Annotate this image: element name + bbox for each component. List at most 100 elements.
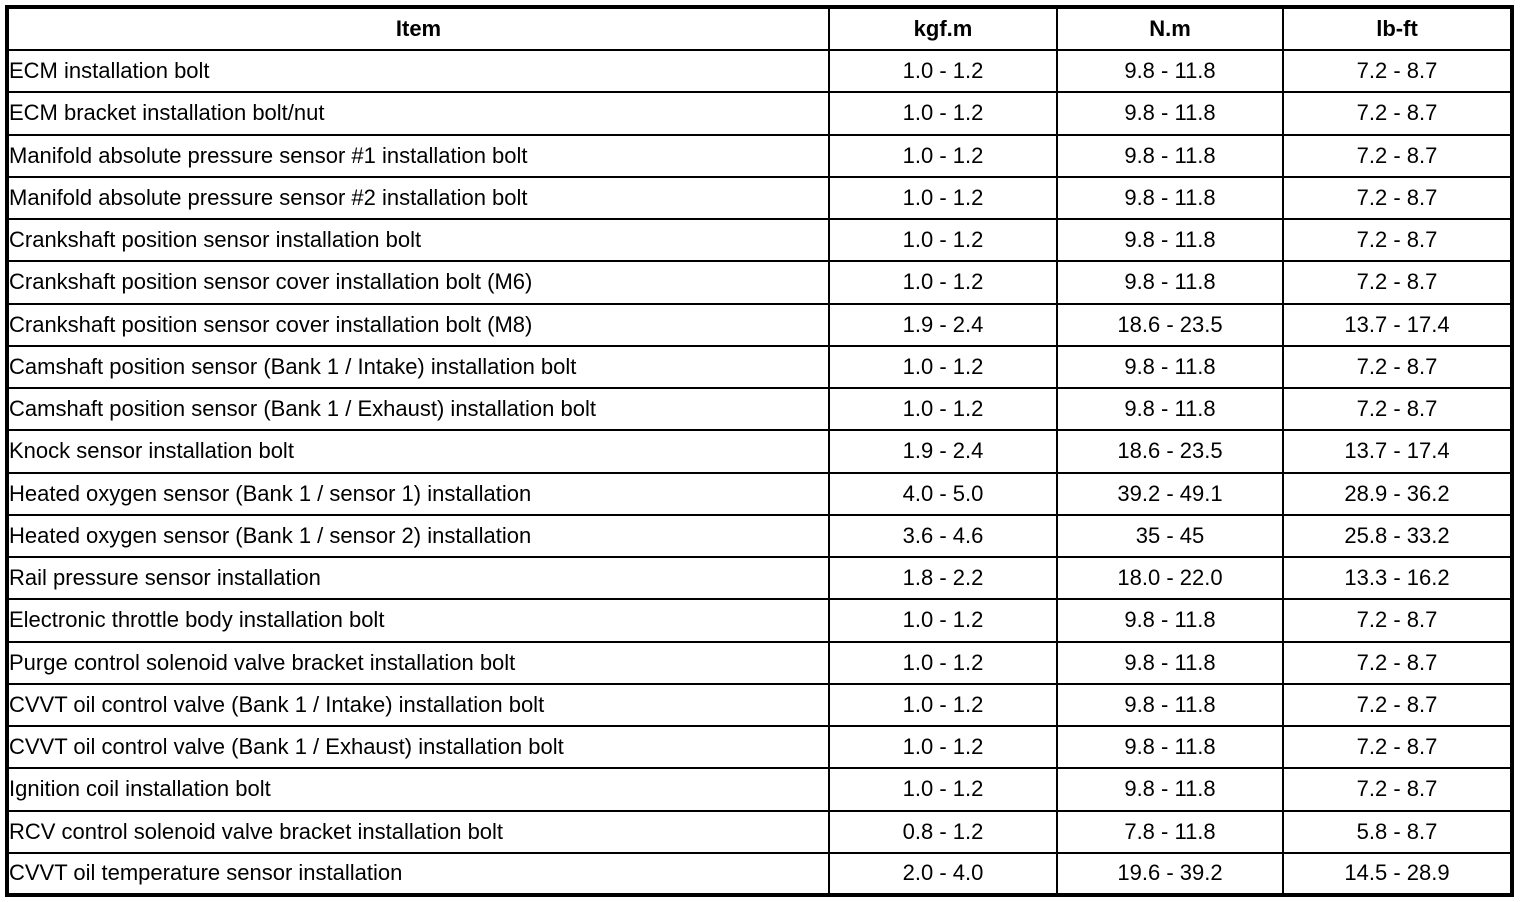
table-row: Rail pressure sensor installation 1.8 - 2… [6, 555, 1513, 601]
lbft-cell: 7.2 - 8.7 [1282, 217, 1513, 263]
table-row: Knock sensor installation bolt 1.9 - 2.4 1… [6, 429, 1513, 474]
nm-cell: 9.8 - 11.8 [1056, 260, 1284, 305]
kgfm-cell: 4.0 - 5.0 [828, 471, 1058, 516]
item-cell: CVVT oil control valve (Bank 1 / Exhaust… [6, 724, 830, 770]
item-cell: Crankshaft position sensor cover install… [6, 302, 830, 347]
header-row: Item kgf.m N.m lb-ft [6, 6, 1513, 51]
lbft-cell: 7.2 - 8.7 [1282, 640, 1513, 685]
table-row: Manifold absolute pressure sensor #1 ins… [6, 133, 1513, 178]
kgfm-cell: 1.0 - 1.2 [828, 260, 1058, 305]
item-cell: Camshaft position sensor (Bank 1 / Intak… [6, 344, 830, 390]
lbft-cell: 14.5 - 28.9 [1282, 851, 1513, 897]
nm-cell: 9.8 - 11.8 [1056, 175, 1284, 221]
column-header-kgfm: kgf.m [828, 6, 1058, 51]
kgfm-cell: 2.0 - 4.0 [828, 851, 1058, 897]
kgfm-cell: 1.0 - 1.2 [828, 724, 1058, 770]
lbft-cell: 5.8 - 8.7 [1282, 809, 1513, 854]
kgfm-cell: 1.0 - 1.2 [828, 386, 1058, 432]
table-row: Manifold absolute pressure sensor #2 ins… [6, 175, 1513, 221]
kgfm-cell: 1.0 - 1.2 [828, 344, 1058, 390]
lbft-cell: 13.3 - 16.2 [1282, 555, 1513, 601]
column-header-nm: N.m [1056, 6, 1284, 51]
item-cell: Heated oxygen sensor (Bank 1 / sensor 2)… [6, 513, 830, 559]
nm-cell: 9.8 - 11.8 [1056, 724, 1284, 770]
item-cell: ECM installation bolt [6, 48, 830, 94]
nm-cell: 18.0 - 22.0 [1056, 555, 1284, 601]
nm-cell: 9.8 - 11.8 [1056, 48, 1284, 94]
item-cell: Purge control solenoid valve bracket ins… [6, 640, 830, 685]
lbft-cell: 7.2 - 8.7 [1282, 344, 1513, 390]
table-row: CVVT oil control valve (Bank 1 / Intake)… [6, 682, 1513, 728]
nm-cell: 39.2 - 49.1 [1056, 471, 1284, 516]
table-row: Purge control solenoid valve bracket ins… [6, 640, 1513, 685]
kgfm-cell: 1.0 - 1.2 [828, 640, 1058, 685]
item-cell: CVVT oil temperature sensor installation [6, 851, 830, 897]
table-row: ECM bracket installation bolt/nut 1.0 - 1… [6, 91, 1513, 136]
lbft-cell: 28.9 - 36.2 [1282, 471, 1513, 516]
lbft-cell: 7.2 - 8.7 [1282, 48, 1513, 94]
item-cell: Crankshaft position sensor cover install… [6, 260, 830, 305]
kgfm-cell: 1.9 - 2.4 [828, 302, 1058, 347]
table-row: CVVT oil control valve (Bank 1 / Exhaust… [6, 724, 1513, 770]
nm-cell: 9.8 - 11.8 [1056, 386, 1284, 432]
column-header-lbft: lb-ft [1282, 6, 1513, 51]
nm-cell: 19.6 - 39.2 [1056, 851, 1284, 897]
kgfm-cell: 1.0 - 1.2 [828, 48, 1058, 94]
nm-cell: 35 - 45 [1056, 513, 1284, 559]
table-row: RCV control solenoid valve bracket insta… [6, 809, 1513, 854]
item-cell: Manifold absolute pressure sensor #1 ins… [6, 133, 830, 178]
table-row: Crankshaft position sensor installation … [6, 217, 1513, 263]
table-row: Heated oxygen sensor (Bank 1 / sensor 1)… [6, 471, 1513, 516]
nm-cell: 9.8 - 11.8 [1056, 682, 1284, 728]
nm-cell: 7.8 - 11.8 [1056, 809, 1284, 854]
nm-cell: 9.8 - 11.8 [1056, 91, 1284, 136]
nm-cell: 9.8 - 11.8 [1056, 598, 1284, 643]
lbft-cell: 25.8 - 33.2 [1282, 513, 1513, 559]
kgfm-cell: 1.0 - 1.2 [828, 133, 1058, 178]
item-cell: Camshaft position sensor (Bank 1 / Exhau… [6, 386, 830, 432]
lbft-cell: 7.2 - 8.7 [1282, 175, 1513, 221]
item-cell: RCV control solenoid valve bracket insta… [6, 809, 830, 854]
table-row: Crankshaft position sensor cover install… [6, 302, 1513, 347]
kgfm-cell: 1.0 - 1.2 [828, 217, 1058, 263]
item-cell: Knock sensor installation bolt [6, 429, 830, 474]
item-cell: Heated oxygen sensor (Bank 1 / sensor 1)… [6, 471, 830, 516]
nm-cell: 9.8 - 11.8 [1056, 767, 1284, 812]
nm-cell: 9.8 - 11.8 [1056, 344, 1284, 390]
table-row: Crankshaft position sensor cover install… [6, 260, 1513, 305]
kgfm-cell: 3.6 - 4.6 [828, 513, 1058, 559]
column-header-item: Item [6, 6, 830, 51]
kgfm-cell: 1.0 - 1.2 [828, 598, 1058, 643]
lbft-cell: 7.2 - 8.7 [1282, 386, 1513, 432]
item-cell: CVVT oil control valve (Bank 1 / Intake)… [6, 682, 830, 728]
table-row: Heated oxygen sensor (Bank 1 / sensor 2)… [6, 513, 1513, 559]
table-row: Camshaft position sensor (Bank 1 / Intak… [6, 344, 1513, 390]
lbft-cell: 7.2 - 8.7 [1282, 682, 1513, 728]
nm-cell: 18.6 - 23.5 [1056, 429, 1284, 474]
table-row: ECM installation bolt 1.0 - 1.2 9.8 - 11.8… [6, 48, 1513, 94]
lbft-cell: 7.2 - 8.7 [1282, 724, 1513, 770]
lbft-cell: 7.2 - 8.7 [1282, 767, 1513, 812]
nm-cell: 18.6 - 23.5 [1056, 302, 1284, 347]
torque-spec-table: Item kgf.m N.m lb-ft ECM installation bo… [5, 5, 1514, 897]
table-row: Ignition coil installation bolt 1.0 - 1.2… [6, 767, 1513, 812]
item-cell: Electronic throttle body installation bo… [6, 598, 830, 643]
kgfm-cell: 0.8 - 1.2 [828, 809, 1058, 854]
table-row: CVVT oil temperature sensor installation… [6, 851, 1513, 897]
nm-cell: 9.8 - 11.8 [1056, 640, 1284, 685]
lbft-cell: 7.2 - 8.7 [1282, 133, 1513, 178]
lbft-cell: 7.2 - 8.7 [1282, 91, 1513, 136]
kgfm-cell: 1.0 - 1.2 [828, 682, 1058, 728]
nm-cell: 9.8 - 11.8 [1056, 217, 1284, 263]
kgfm-cell: 1.8 - 2.2 [828, 555, 1058, 601]
lbft-cell: 13.7 - 17.4 [1282, 429, 1513, 474]
table-row: Electronic throttle body installation bo… [6, 598, 1513, 643]
kgfm-cell: 1.0 - 1.2 [828, 91, 1058, 136]
table-row: Camshaft position sensor (Bank 1 / Exhau… [6, 386, 1513, 432]
kgfm-cell: 1.0 - 1.2 [828, 175, 1058, 221]
lbft-cell: 7.2 - 8.7 [1282, 598, 1513, 643]
item-cell: ECM bracket installation bolt/nut [6, 91, 830, 136]
item-cell: Ignition coil installation bolt [6, 767, 830, 812]
kgfm-cell: 1.0 - 1.2 [828, 767, 1058, 812]
